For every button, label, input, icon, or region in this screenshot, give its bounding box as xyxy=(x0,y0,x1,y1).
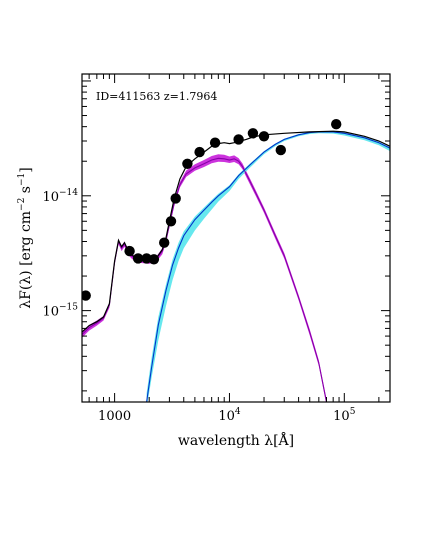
data-point xyxy=(132,253,144,264)
data-point xyxy=(159,237,170,248)
data-point xyxy=(233,134,244,145)
y-axis-title-sup1: −2 xyxy=(17,198,27,211)
x-tick-label: 1000 xyxy=(98,409,131,424)
y-axis-title: λF(λ) [erg cm−2 s−1] xyxy=(17,167,34,308)
y-tick-label-base: 10 xyxy=(42,305,59,320)
x-tick-label-base: 1000 xyxy=(98,409,131,424)
data-point xyxy=(82,290,91,301)
x-tick-label-exp: 5 xyxy=(350,407,356,417)
x-axis-title: wavelength λ[Å] xyxy=(178,431,294,449)
model-line-1 xyxy=(82,157,328,402)
y-tick-label: 10−15 xyxy=(42,303,78,320)
data-point xyxy=(247,128,259,139)
model-bands xyxy=(82,131,390,402)
data-point xyxy=(148,254,160,265)
y-axis-title-end: ] xyxy=(18,167,34,172)
id-annotation: ID=411563 z=1.7964 xyxy=(96,90,217,103)
data-point xyxy=(275,144,286,156)
data-point xyxy=(194,146,205,158)
data-point xyxy=(258,131,270,142)
data-point xyxy=(331,119,342,130)
y-axis-title-main: λF(λ) [erg cm xyxy=(18,211,34,309)
y-tick-label: 10−14 xyxy=(42,188,78,205)
data-point xyxy=(170,193,181,204)
y-tick-label-base: 10 xyxy=(42,190,59,205)
y-tick-label-exp: −14 xyxy=(59,188,78,198)
x-tick-label: 105 xyxy=(333,407,356,424)
model-band-1 xyxy=(82,154,327,402)
x-tick-label-exp: 4 xyxy=(235,407,241,417)
y-axis-title-mid: s xyxy=(18,186,34,198)
observed-points xyxy=(82,119,342,301)
data-point xyxy=(182,158,193,169)
data-point xyxy=(165,216,177,227)
x-tick-label-base: 10 xyxy=(218,409,235,424)
x-tick-label: 104 xyxy=(218,407,241,424)
plot-frame xyxy=(81,73,391,403)
model-line-0 xyxy=(82,130,390,333)
model-lines xyxy=(82,130,390,402)
axis-ticks xyxy=(82,74,390,402)
data-point xyxy=(209,137,221,148)
data-point xyxy=(124,245,135,257)
x-tick-label-base: 10 xyxy=(333,409,350,424)
y-axis-title-sup2: −1 xyxy=(17,173,27,186)
y-tick-label-exp: −15 xyxy=(59,303,78,313)
model-line-2 xyxy=(146,131,390,402)
